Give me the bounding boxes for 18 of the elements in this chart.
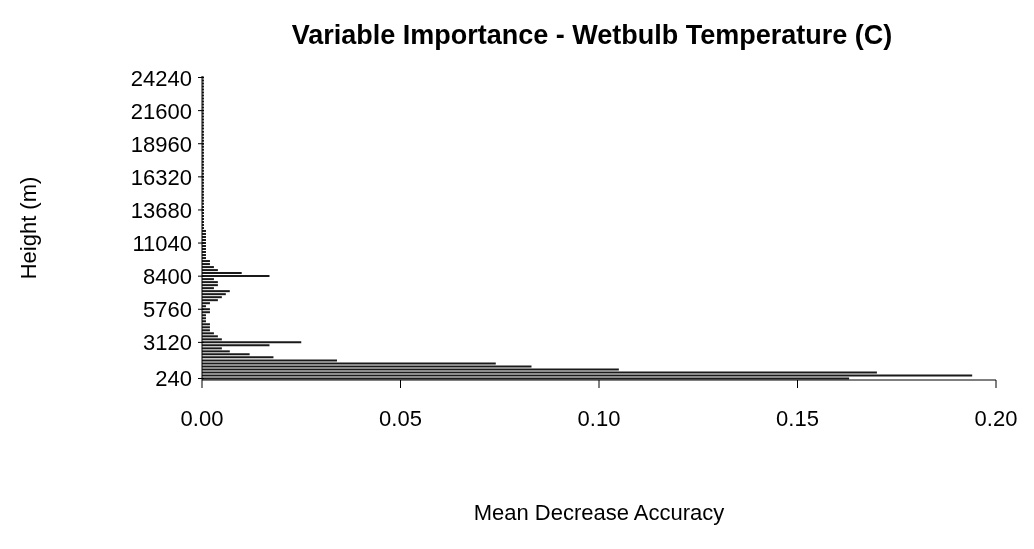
- y-tick-label: 3120: [143, 330, 192, 356]
- x-tick-label: 0.00: [180, 405, 224, 431]
- y-tick-label: 11040: [132, 231, 192, 257]
- y-tick-label: 24240: [130, 65, 192, 91]
- x-tick-label: 0.10: [577, 405, 621, 431]
- y-tick-label: 13680: [130, 197, 192, 223]
- y-tick-label: 16320: [130, 164, 192, 190]
- y-tick-label: 8400: [143, 264, 192, 290]
- x-tick-label: 0.15: [776, 405, 819, 431]
- x-tick-label: 0.20: [974, 405, 1018, 431]
- x-axis-title: Mean Decrease Accuracy: [473, 500, 725, 525]
- chart-title: Variable Importance - Wetbulb Temperature (C): [290, 19, 894, 52]
- y-tick-label: 240: [155, 366, 192, 392]
- y-tick-label: 5760: [143, 297, 192, 323]
- y-tick-label: 21600: [130, 98, 192, 124]
- x-tick-label: 0.05: [379, 405, 422, 431]
- y-axis-title: Height (m): [15, 176, 41, 280]
- y-tick-label: 18960: [130, 131, 192, 157]
